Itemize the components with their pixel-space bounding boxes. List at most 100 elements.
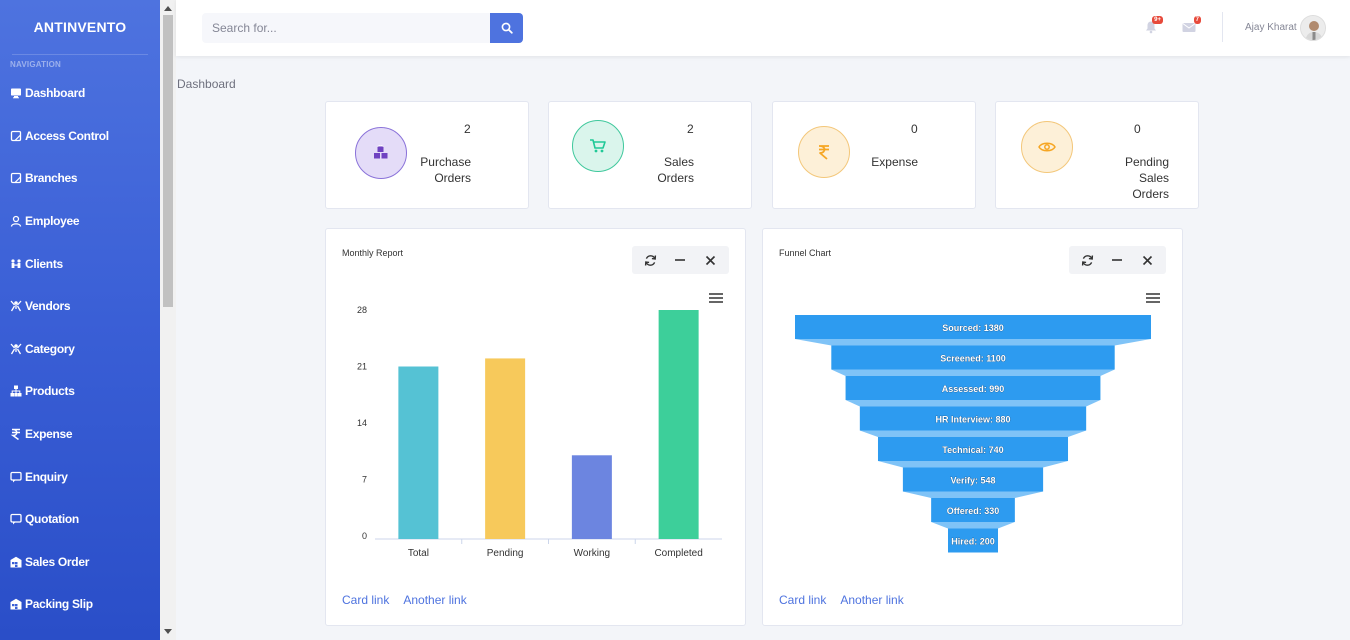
funnel-connector: [859, 430, 1087, 437]
messages-button[interactable]: 7: [1180, 16, 1202, 38]
brand-logo[interactable]: ANTINVENTO: [33, 19, 127, 35]
sidebar-item-dashboard[interactable]: Dashboard: [0, 72, 160, 115]
topbar-divider: [1222, 12, 1223, 42]
funnel-stage-hr-interview[interactable]: [859, 406, 1087, 431]
close-icon: [1142, 255, 1152, 265]
sidebar-item-products[interactable]: Products: [0, 370, 160, 413]
stat-label: Sales Orders: [657, 154, 694, 186]
card-link[interactable]: Card link: [779, 593, 827, 607]
funnel-label: HR Interview: 880: [935, 415, 1010, 425]
stat-value: 2: [687, 122, 694, 136]
menu-line: [709, 297, 723, 299]
rupee-icon: [10, 428, 20, 441]
user-photo-icon: [1301, 16, 1325, 40]
monitor-icon: [11, 88, 21, 99]
minus-icon: [675, 259, 686, 261]
refresh-button[interactable]: [640, 249, 662, 271]
funnel-chart-panel: Funnel Chart Sourced: 1380 Screened: 1100…: [762, 228, 1183, 626]
sidebar-item-access-control[interactable]: Access Control: [0, 115, 160, 158]
sidebar-item-packing-slip[interactable]: Packing Slip: [0, 583, 160, 626]
square-icon: [10, 130, 22, 142]
nav-heading: NAVIGATION: [10, 60, 62, 69]
stat-card-purchase-orders[interactable]: 2 Purchase Orders: [325, 101, 529, 209]
breadcrumb[interactable]: Dashboard: [177, 77, 236, 91]
sidebar-item-expense[interactable]: Expense: [0, 413, 160, 456]
sidebar-item-branches[interactable]: Branches: [0, 157, 160, 200]
funnel-label: Technical: 740: [942, 445, 1003, 455]
vendor-icon: [10, 300, 22, 312]
close-button[interactable]: [699, 249, 721, 271]
refresh-button[interactable]: [1077, 249, 1099, 271]
stat-card-pending-sales-orders[interactable]: 0 Pending Sales Orders: [995, 101, 1199, 209]
bar-chart: 0 7 14 21 28 Total Pending Working Completed: [357, 305, 722, 559]
stat-label-line: Orders: [1132, 187, 1169, 201]
funnel-stage-value: 200: [980, 537, 995, 547]
funnel-stage-assessed[interactable]: [845, 376, 1101, 400]
chart-menu-button[interactable]: [1146, 293, 1160, 305]
panel-title: Monthly Report: [342, 248, 404, 258]
sidebar-item-employee[interactable]: Employee: [0, 200, 160, 243]
sidebar-item-clients[interactable]: Clients: [0, 242, 160, 285]
funnel-stage-hired[interactable]: [948, 528, 998, 553]
stat-value: 2: [464, 122, 471, 136]
scrollbar-thumb[interactable]: [163, 15, 173, 307]
stat-label-line: Sales: [663, 155, 694, 169]
funnel-label: Hired: 200: [951, 537, 995, 547]
stat-label: Purchase Orders: [420, 154, 471, 186]
stat-card-sales-orders[interactable]: 2 Sales Orders: [548, 101, 752, 209]
bar-completed[interactable]: [658, 310, 699, 539]
funnel-separator: :: [978, 323, 984, 333]
funnel-stage-value: 1380: [984, 323, 1004, 333]
sidebar-item-quotation[interactable]: Quotation: [0, 498, 160, 541]
funnel-separator: :: [979, 506, 985, 516]
funnel-separator: :: [984, 384, 990, 394]
sidebar-item-label: Expense: [25, 427, 73, 442]
funnel-stage-technical[interactable]: [877, 437, 1069, 461]
stat-label-line: Orders: [657, 171, 694, 185]
scroll-up-icon[interactable]: [164, 6, 172, 11]
stat-card-expense[interactable]: 0 Expense: [772, 101, 976, 209]
stat-label: Expense: [871, 154, 918, 170]
another-link[interactable]: Another link: [403, 593, 467, 607]
funnel-stage-offered[interactable]: [931, 498, 1015, 522]
bar-pending[interactable]: [485, 358, 526, 539]
search-button[interactable]: [490, 13, 523, 43]
close-button[interactable]: [1136, 249, 1158, 271]
alerts-button[interactable]: 9+: [1142, 16, 1164, 38]
minimize-button[interactable]: [1106, 249, 1128, 271]
monthly-report-panel: Monthly Report 0 7 14 21 28 Total Pending Worki…: [325, 228, 746, 626]
sidebar-item-label: Category: [25, 341, 75, 356]
funnel-label: Verify: 548: [950, 476, 995, 486]
sidebar-item-label: Clients: [25, 256, 63, 271]
card-link[interactable]: Card link: [342, 593, 390, 607]
avatar[interactable]: [1300, 15, 1326, 41]
another-link[interactable]: Another link: [840, 593, 904, 607]
chart-menu-button[interactable]: [709, 293, 723, 305]
minimize-button[interactable]: [669, 249, 691, 271]
user-icon: [10, 215, 22, 227]
eye-icon: [1038, 142, 1056, 152]
nav-list: Dashboard Access Control Branches Employee C…: [0, 72, 160, 626]
funnel-label: Assessed: 990: [942, 384, 1005, 394]
bar-working[interactable]: [571, 455, 612, 539]
funnel-connector: [831, 369, 1115, 376]
sidebar-item-enquiry[interactable]: Enquiry: [0, 455, 160, 498]
sidebar-item-label: Products: [25, 384, 75, 399]
stat-label-line: Sales: [1138, 171, 1169, 185]
page-scrollbar[interactable]: [160, 0, 176, 640]
scroll-down-icon[interactable]: [164, 629, 172, 634]
funnel-stage-verify[interactable]: [902, 467, 1044, 492]
search-input[interactable]: [202, 13, 490, 43]
funnel-stage-sourced[interactable]: [795, 315, 1151, 339]
funnel-stage-screened[interactable]: [831, 345, 1115, 370]
sidebar-item-category[interactable]: Category: [0, 328, 160, 371]
user-name[interactable]: Ajay Kharat: [1245, 22, 1297, 33]
stat-label-line: Purchase: [420, 155, 471, 169]
bar-total[interactable]: [398, 366, 439, 540]
funnel-stage-name: HR Interview: [935, 415, 991, 425]
sidebar-item-sales-order[interactable]: Sales Order: [0, 541, 160, 584]
sidebar-item-vendors[interactable]: Vendors: [0, 285, 160, 328]
funnel-separator: :: [975, 476, 981, 486]
message-icon: [10, 514, 22, 525]
stat-icon-circle: [572, 120, 624, 172]
